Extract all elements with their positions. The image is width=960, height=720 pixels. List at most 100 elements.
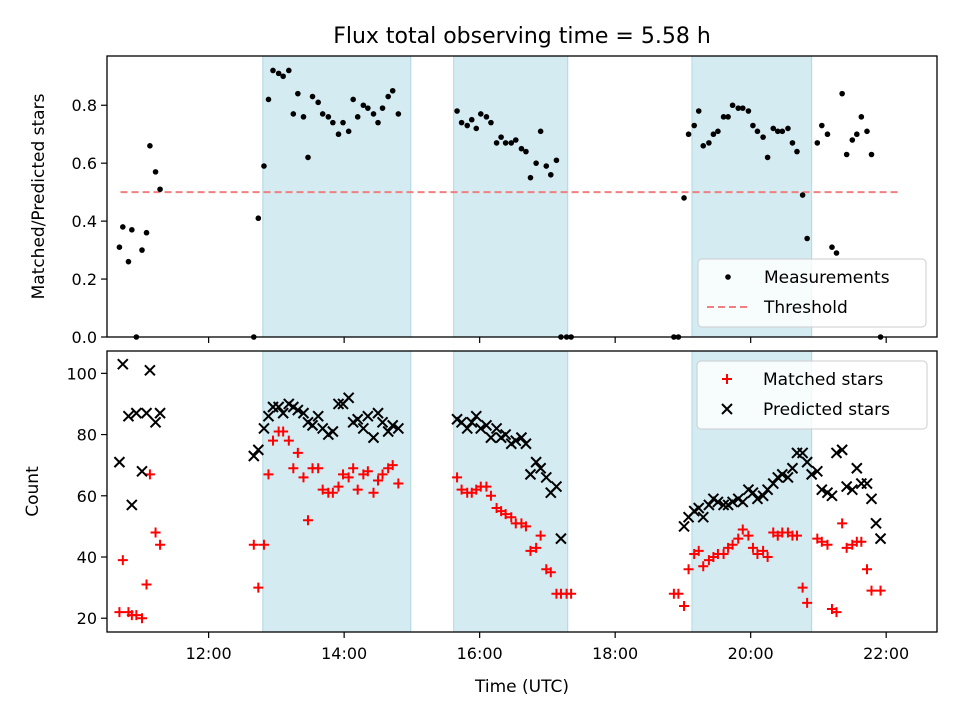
matched-point [758, 545, 769, 556]
measurement-point [533, 160, 539, 166]
predicted-point [826, 490, 838, 502]
predicted-point [874, 532, 887, 545]
measurement-point [537, 128, 544, 135]
measurement-point [305, 154, 311, 161]
matched-point [288, 463, 299, 474]
predicted-point [327, 425, 339, 438]
measurement-point [290, 111, 297, 117]
measurement-point [739, 105, 746, 111]
predicted-point [830, 447, 843, 459]
measurement-point [454, 108, 460, 114]
matched-point [368, 487, 379, 498]
predicted-point [248, 450, 260, 462]
axes-frame [106, 350, 938, 633]
matched-point [861, 564, 872, 575]
measurement-point [315, 99, 321, 106]
measurement-point [270, 67, 276, 74]
measurement-point [464, 122, 471, 129]
predicted-point [499, 428, 512, 441]
measurement-point [493, 140, 500, 146]
y-tick-label: 100 [66, 364, 97, 383]
measurement-point [858, 114, 865, 120]
matched-point [831, 607, 842, 618]
measurement-point [710, 131, 717, 138]
measurement-point [785, 125, 791, 132]
matched-point [822, 539, 833, 550]
predicted-point [272, 401, 285, 413]
predicted-point [737, 496, 749, 508]
legend-label: Measurements [764, 268, 890, 288]
x-tick-label: 16:00 [457, 644, 503, 663]
predicted-point [117, 358, 129, 370]
predicted-point [126, 499, 138, 511]
predicted-point [530, 456, 542, 468]
measurement-point [527, 174, 534, 181]
matched-point [500, 509, 511, 520]
measurement-point [868, 151, 875, 158]
matched-point [292, 447, 303, 458]
observing-window-1 [262, 55, 412, 338]
matched-point [456, 484, 467, 495]
predicted-point [140, 407, 153, 419]
predicted-point [485, 431, 497, 444]
matched-point [727, 539, 738, 550]
matched-point [327, 487, 338, 498]
matched-point [278, 426, 289, 437]
matched-point [114, 607, 125, 618]
matched-point [718, 548, 729, 559]
y-tick-label: 0.4 [72, 212, 97, 231]
measurement-point [715, 128, 721, 135]
predicted-point [277, 407, 289, 419]
matched-point [485, 490, 496, 501]
matched-point [693, 545, 704, 556]
measurement-point [774, 128, 781, 135]
predicted-point [534, 462, 547, 474]
measurement-point [725, 114, 731, 120]
predicted-point [811, 465, 824, 478]
predicted-point [386, 419, 399, 432]
measurement-point [473, 125, 480, 132]
measurement-point [360, 102, 367, 109]
y-axis-label: Matched/Predicted stars [29, 93, 49, 299]
predicted-point [357, 422, 370, 435]
measurement-point [483, 114, 490, 120]
predicted-point [816, 483, 828, 496]
predicted-point [796, 447, 809, 459]
matched-point [481, 481, 492, 492]
y-axis-label: Count [23, 466, 43, 517]
legend-label: Matched stars [763, 370, 883, 390]
matched-point [525, 545, 536, 556]
observing-window-2 [453, 55, 569, 338]
predicted-point [297, 407, 310, 419]
measurement-point [300, 114, 307, 120]
matched-point [283, 435, 294, 446]
measurement-point [280, 73, 286, 80]
predicted-point [362, 410, 374, 422]
matched-point [452, 472, 463, 483]
y-tick-label: 20 [77, 609, 97, 628]
predicted-point [846, 483, 859, 496]
matched-point [866, 585, 877, 596]
matched-point [733, 533, 744, 544]
matched-point [117, 555, 128, 566]
measurement-point [129, 227, 135, 233]
matched-point [737, 524, 748, 535]
predicted-point [262, 410, 275, 422]
predicted-point [776, 468, 789, 481]
measurement-point [685, 131, 692, 138]
matched-point [743, 530, 754, 541]
matched-point [248, 539, 259, 550]
predicted-point [122, 410, 135, 422]
matched-point [317, 484, 328, 495]
measurement-point [745, 108, 752, 114]
matched-point [141, 579, 152, 590]
legend-marker-measurements [725, 274, 731, 280]
legend: Matched stars Predicted stars [696, 360, 928, 430]
measurement-point [764, 154, 771, 161]
measurement-point [518, 145, 525, 152]
legend-label: Predicted stars [763, 400, 890, 420]
matched-point [797, 582, 808, 593]
measurement-point [295, 90, 301, 97]
matched-point [698, 561, 709, 572]
x-axis-label: Time (UTC) [474, 677, 569, 697]
